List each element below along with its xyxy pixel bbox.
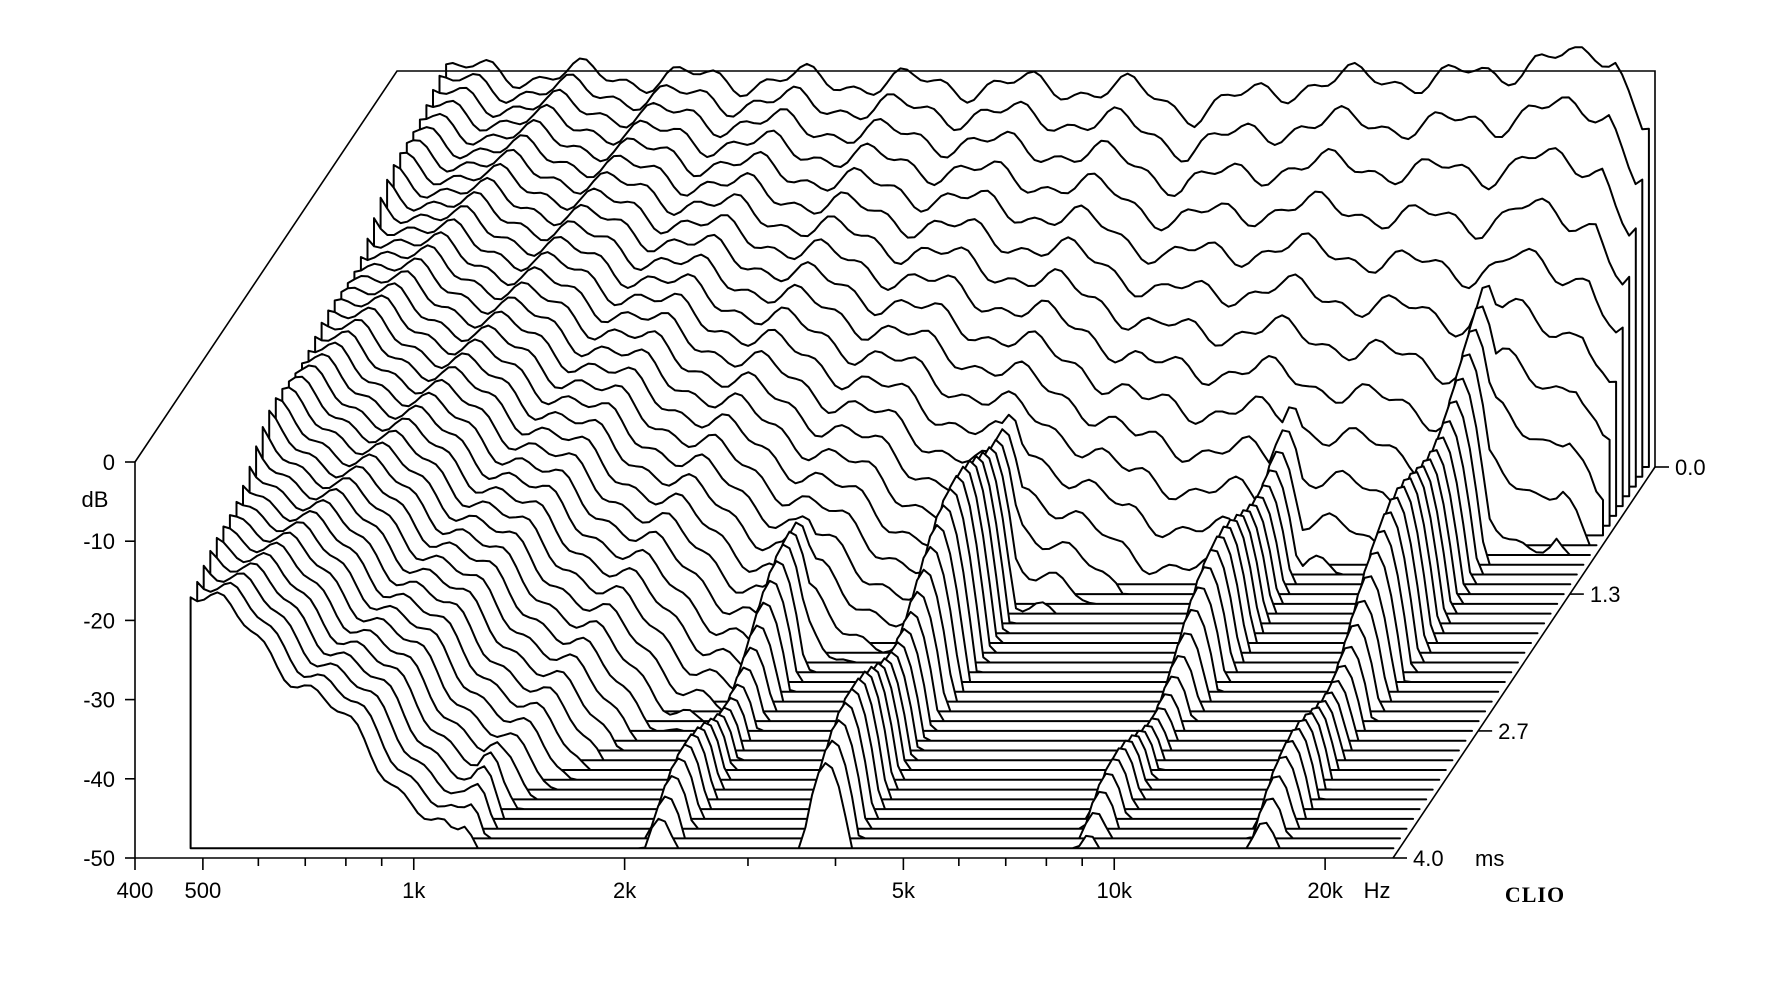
x-tick-label: 1k <box>402 878 426 903</box>
z-unit-label: ms <box>1475 846 1504 871</box>
back-frame <box>134 70 1656 467</box>
axis-labels: 0 -10 -20 -30 -40 -50 dB 400 500 1k 2k 5k 10k 20k Hz 0.… <box>82 450 1706 907</box>
slice-layer <box>189 46 1650 850</box>
slice-39 <box>189 591 1395 850</box>
y-tick-label: -50 <box>83 846 115 871</box>
x-tick-label: 500 <box>185 878 222 903</box>
x-tick-label: 5k <box>892 878 916 903</box>
z-tick-label: 1.3 <box>1590 582 1621 607</box>
y-unit-label: dB <box>82 487 109 512</box>
y-tick-label: -40 <box>83 767 115 792</box>
y-tick-label: -10 <box>83 529 115 554</box>
z-tick-label: 2.7 <box>1498 719 1529 744</box>
axis-frame <box>125 70 1669 870</box>
y-tick-label: -20 <box>83 608 115 633</box>
x-unit-label: Hz <box>1364 878 1391 903</box>
x-tick-label: 10k <box>1097 878 1133 903</box>
y-tick-label: -30 <box>83 688 115 713</box>
x-tick-label: 2k <box>613 878 637 903</box>
z-tick-label: 4.0 <box>1413 846 1444 871</box>
x-tick-label: 20k <box>1307 878 1343 903</box>
z-tick-label: 0.0 <box>1675 455 1706 480</box>
z-axis-line <box>1392 466 1656 859</box>
y-tick-label: 0 <box>103 450 115 475</box>
brand-logo: CLIO <box>1505 882 1565 907</box>
x-tick-label: 400 <box>117 878 154 903</box>
